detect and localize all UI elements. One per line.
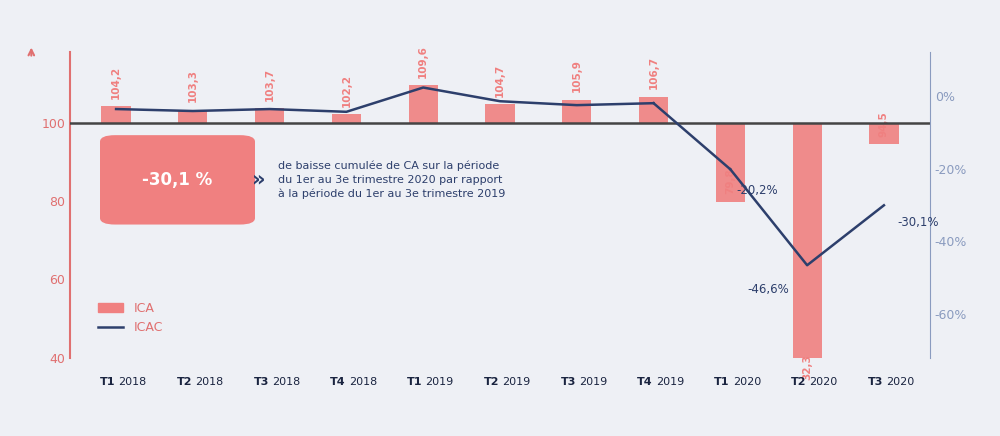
Text: -20,2%: -20,2% (736, 184, 778, 197)
Text: T2: T2 (177, 377, 192, 387)
Text: T1: T1 (100, 377, 115, 387)
Bar (332, 114, 361, 123)
Text: 105,9: 105,9 (572, 59, 582, 92)
Bar (716, 123, 745, 202)
Legend: ICA, ICAC: ICA, ICAC (93, 297, 168, 339)
Text: 102,2: 102,2 (341, 74, 351, 106)
Text: »: » (252, 170, 266, 190)
Text: 2018: 2018 (349, 377, 377, 387)
Text: T4: T4 (330, 377, 346, 387)
Text: T3: T3 (254, 377, 269, 387)
Text: 106,7: 106,7 (649, 56, 659, 89)
Text: T1: T1 (407, 377, 422, 387)
Text: 103,3: 103,3 (188, 69, 198, 102)
Text: 2019: 2019 (656, 377, 684, 387)
Text: 109,6: 109,6 (418, 44, 428, 78)
Text: -30,1 %: -30,1 % (142, 171, 213, 189)
Text: -46,6%: -46,6% (748, 283, 790, 296)
Text: T3: T3 (561, 377, 576, 387)
Text: 2018: 2018 (272, 377, 300, 387)
Text: T3: T3 (868, 377, 883, 387)
Text: 32,3: 32,3 (802, 354, 812, 380)
Text: 103,7: 103,7 (265, 68, 275, 101)
Bar (409, 85, 438, 123)
Text: 2018: 2018 (195, 377, 223, 387)
Text: T2: T2 (484, 377, 499, 387)
Text: 2020: 2020 (809, 377, 838, 387)
Text: 104,2: 104,2 (111, 65, 121, 99)
Text: 2019: 2019 (426, 377, 454, 387)
Text: T4: T4 (637, 377, 653, 387)
Text: T1: T1 (714, 377, 730, 387)
Bar (255, 108, 284, 123)
Bar (178, 110, 207, 123)
Text: 2020: 2020 (733, 377, 761, 387)
Text: 79,8: 79,8 (725, 168, 735, 194)
Bar (639, 96, 668, 123)
Text: 2019: 2019 (502, 377, 531, 387)
Text: 2020: 2020 (886, 377, 914, 387)
Bar (869, 123, 899, 144)
Text: 94,5: 94,5 (879, 111, 889, 136)
Text: -30,1%: -30,1% (898, 216, 939, 229)
Bar (485, 104, 515, 123)
Text: 2018: 2018 (118, 377, 147, 387)
Text: T2: T2 (791, 377, 806, 387)
Bar (793, 123, 822, 388)
Bar (101, 106, 131, 123)
Text: 2019: 2019 (579, 377, 607, 387)
Bar (562, 100, 591, 123)
Text: 104,7: 104,7 (495, 64, 505, 97)
Text: de baisse cumulée de CA sur la période
du 1er au 3e trimestre 2020 par rapport
à: de baisse cumulée de CA sur la période d… (278, 160, 505, 200)
